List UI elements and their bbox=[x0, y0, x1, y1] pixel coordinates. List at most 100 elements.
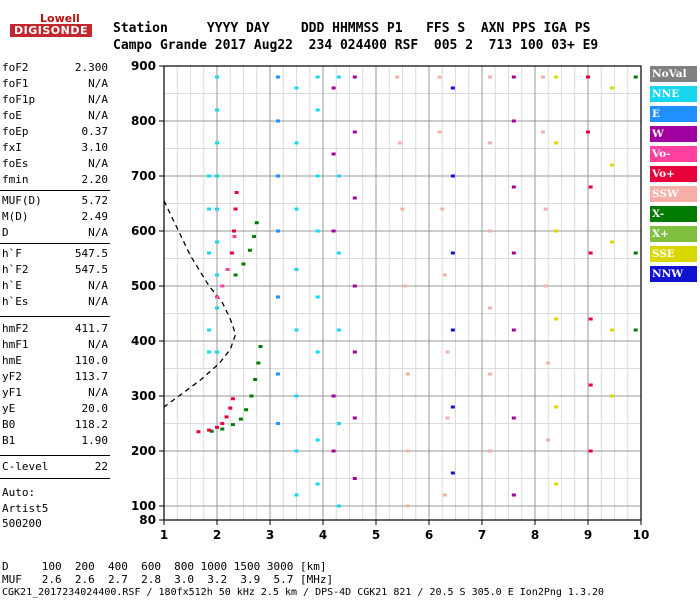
echo-point-x bbox=[238, 417, 243, 421]
param-label: foF2 bbox=[2, 61, 29, 74]
echo-point-x bbox=[633, 328, 638, 332]
echo-point-nnw bbox=[450, 405, 455, 409]
param-row-hme: hmE 110.0 bbox=[2, 354, 108, 370]
echo-point-nne bbox=[294, 328, 299, 332]
echo-point-ssw bbox=[540, 75, 545, 79]
param-value: N/A bbox=[88, 386, 108, 399]
echo-point-ssw bbox=[445, 416, 450, 420]
param-value: N/A bbox=[88, 93, 108, 106]
echo-point-e bbox=[275, 372, 280, 376]
panel-divider bbox=[0, 316, 110, 317]
echo-point-nne bbox=[207, 174, 212, 178]
param-label: h`F2 bbox=[2, 263, 29, 276]
legend-item-vo-: Vo- bbox=[650, 146, 697, 162]
echo-point-ssw bbox=[540, 130, 545, 134]
param-row-hmf1: hmF1 N/A bbox=[2, 338, 108, 354]
param-value: N/A bbox=[88, 157, 108, 170]
echo-point-e bbox=[275, 119, 280, 123]
echo-point-x bbox=[253, 378, 258, 381]
echo-point-vo bbox=[224, 415, 229, 419]
echo-point-nne bbox=[215, 141, 219, 145]
param-label: foEs bbox=[2, 157, 29, 170]
echo-point-x bbox=[230, 423, 235, 427]
echo-point-w bbox=[511, 416, 516, 420]
echo-point-vo bbox=[215, 295, 219, 299]
echo-point-w bbox=[352, 196, 357, 200]
echo-point-sse bbox=[609, 163, 614, 167]
echo-point-nne bbox=[215, 207, 219, 211]
echo-point-nne bbox=[215, 174, 219, 178]
y-tick-label: 300 bbox=[131, 389, 156, 403]
echo-point-nne bbox=[294, 207, 299, 211]
echo-point-ssw bbox=[403, 284, 408, 288]
param-value: 5.72 bbox=[81, 194, 109, 207]
legend-item-vo-: Vo+ bbox=[650, 166, 697, 182]
param-label: yF1 bbox=[2, 386, 22, 399]
param-value: 113.7 bbox=[74, 370, 108, 383]
echo-point-nne bbox=[336, 504, 341, 508]
x-tick-label: 6 bbox=[425, 528, 433, 542]
echo-point-sse bbox=[554, 141, 559, 145]
param-label: M(D) bbox=[2, 210, 29, 223]
echo-point-nnw bbox=[450, 328, 455, 332]
footer-file-info: CGK21_2017234024400.RSF / 180fx512h 50 k… bbox=[2, 587, 605, 598]
echo-point-nne bbox=[215, 108, 219, 112]
parameter-panel: foF2 2.300 foF1 N/A foF1p N/A foE N/A foEp 0.37 fx… bbox=[0, 0, 112, 600]
panel-divider bbox=[0, 190, 110, 191]
echo-point-vo bbox=[220, 284, 225, 288]
echo-point-e bbox=[275, 75, 280, 79]
y-tick-label: 700 bbox=[131, 169, 156, 183]
echo-point-w bbox=[511, 251, 516, 255]
echo-point-nne bbox=[336, 75, 341, 79]
param-row-b1: B1 1.90 bbox=[2, 434, 108, 450]
param-value: N/A bbox=[88, 109, 108, 122]
param-row-yf1: yF1 N/A bbox=[2, 386, 108, 402]
echo-point-vo bbox=[231, 229, 236, 233]
param-row-hf: h`F 547.5 bbox=[2, 247, 108, 263]
param-label: yE bbox=[2, 402, 16, 415]
legend-item-sse: SSE bbox=[650, 246, 697, 262]
echo-point-w bbox=[352, 477, 357, 480]
param-label: hmF2 bbox=[2, 322, 29, 335]
y-tick-label: 900 bbox=[131, 59, 156, 73]
echo-point-w bbox=[331, 394, 336, 398]
param-value: 547.5 bbox=[74, 247, 108, 260]
echo-point-nne bbox=[315, 174, 320, 178]
echo-point-nne bbox=[315, 108, 320, 112]
echo-point-nne bbox=[336, 422, 341, 425]
echo-point-ssw bbox=[400, 207, 405, 211]
x-tick-label: 4 bbox=[319, 528, 327, 542]
param-value: 2.49 bbox=[81, 210, 109, 223]
y-tick-label: 500 bbox=[131, 279, 156, 293]
echo-point-sse bbox=[554, 317, 559, 321]
param-value: 20.0 bbox=[81, 402, 109, 415]
param-label: hmE bbox=[2, 354, 22, 367]
echo-point-ssw bbox=[487, 449, 492, 453]
echo-point-nne bbox=[294, 449, 299, 453]
header-values: Campo Grande 2017 Aug22 234 024400 RSF 0… bbox=[113, 38, 599, 53]
echo-point-w bbox=[511, 75, 516, 79]
echo-point-nne bbox=[336, 251, 341, 255]
echo-point-x bbox=[241, 262, 246, 266]
echo-point-nne bbox=[315, 295, 320, 299]
x-tick-label: 9 bbox=[584, 528, 592, 542]
echo-point-w bbox=[331, 449, 336, 453]
echo-point-nne bbox=[294, 86, 299, 90]
echo-point-x bbox=[249, 394, 254, 398]
param-row-md: M(D) 2.49 bbox=[2, 210, 108, 226]
echo-point-w bbox=[511, 328, 516, 332]
param-label: foE bbox=[2, 109, 22, 122]
param-value: N/A bbox=[88, 77, 108, 90]
param-row-hes: h`Es N/A bbox=[2, 295, 108, 311]
echo-point-w bbox=[331, 152, 336, 156]
echo-point-ssw bbox=[397, 141, 402, 145]
x-tick-label: 2 bbox=[213, 528, 221, 542]
echo-point-ssw bbox=[440, 207, 445, 211]
param-value: 2.20 bbox=[81, 173, 109, 186]
x-tick-label: 5 bbox=[372, 528, 380, 542]
echo-point-nne bbox=[315, 350, 320, 354]
echo-point-x bbox=[244, 408, 249, 412]
echo-point-sse bbox=[609, 328, 614, 332]
echo-point-vo bbox=[588, 317, 593, 321]
